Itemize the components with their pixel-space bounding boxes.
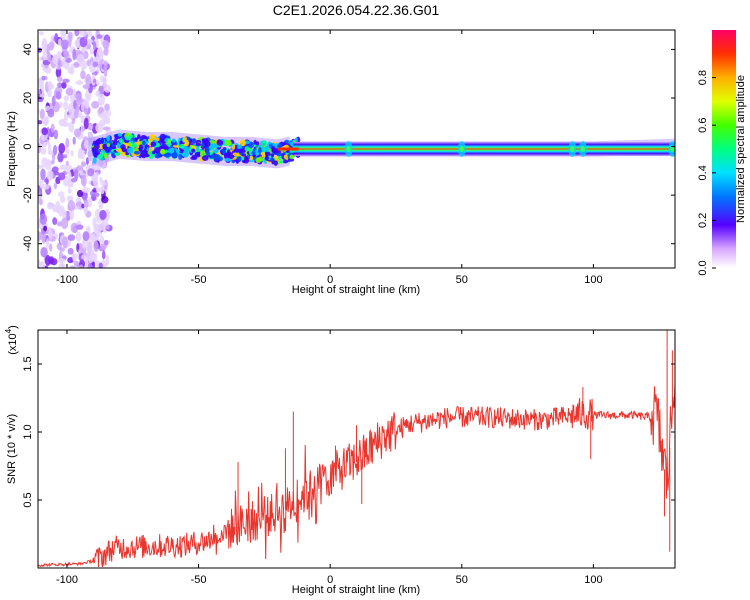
snr-x-ticks: -100 -50 0 50 100: [56, 330, 603, 586]
spectrogram-x-tick-label: 100: [584, 274, 602, 286]
snr-series-line: [38, 383, 675, 568]
spectrogram-heatmap: [38, 30, 675, 268]
spectrogram-x-tick-label: -50: [191, 274, 207, 286]
snr-y-tick-label: 1.5: [22, 356, 34, 371]
spectrogram-frame: [37, 29, 676, 269]
snr-y-tick-label: 0.5: [22, 492, 34, 507]
snr-x-tick-label: 100: [584, 574, 602, 586]
colorbar-ticks: 0.0 0.2 0.4 0.6 0.8: [697, 70, 716, 276]
spectrogram-y-label: Frequency (Hz): [6, 111, 18, 187]
snr-x-label: Height of straight line (km): [292, 584, 420, 596]
spectrogram-band-bulge-core: [580, 146, 585, 152]
spectrogram-x-label: Height of straight line (km): [292, 284, 420, 296]
spectrogram-panel: -100 -50 0 50 100 -40 -20 0 20 40 Height of stra…: [6, 29, 676, 296]
colorbar-tick-label: 0.0: [697, 260, 709, 275]
spectrogram-band-bulge-core: [670, 146, 675, 152]
colorbar-gradient: [712, 30, 736, 268]
spectrogram-x-tick-label: 0: [327, 274, 333, 286]
spectrogram-y-tick-label: -20: [22, 187, 34, 203]
page-title: C2E1.2026.054.22.36.G01: [273, 2, 440, 18]
spectrogram-band-bulge-core: [346, 146, 351, 152]
colorbar-tick-label: 0.2: [697, 213, 709, 228]
spectrogram-x-tick-label: -100: [56, 274, 78, 286]
spectrogram-y-tick-label: -40: [22, 236, 34, 252]
snr-y-tick-label: 1.0: [22, 424, 34, 439]
colorbar-tick-label: 0.8: [697, 70, 709, 85]
spectrogram-band-peak: [277, 147, 299, 151]
colorbar-label: Normalized spectral amplitude: [735, 75, 747, 223]
colorbar-tick-label: 0.6: [697, 118, 709, 133]
spectrogram-y-tick-label: 20: [22, 92, 34, 104]
snr-y-label: SNR (10 * v/v): [6, 414, 18, 484]
spectrogram-y-tick-label: 40: [22, 43, 34, 55]
colorbar-tick-label: 0.4: [697, 165, 709, 180]
snr-scale-note: (x104): [4, 325, 19, 355]
snr-x-tick-label: 0: [327, 574, 333, 586]
snr-x-tick-label: -50: [191, 574, 207, 586]
colorbar: 0.0 0.2 0.4 0.6 0.8 Normalized spectral ampl…: [697, 30, 747, 276]
spectrogram-y-ticks: -40 -20 0 20 40: [22, 43, 675, 252]
snr-x-tick-label: 50: [456, 574, 468, 586]
snr-frame: [37, 329, 676, 569]
spectrogram-x-tick-label: 50: [456, 274, 468, 286]
snr-x-tick-label: -100: [56, 574, 78, 586]
spectrogram-x-ticks: -100 -50 0 50 100: [56, 30, 603, 286]
spectrogram-y-tick-label: 0: [22, 144, 34, 150]
snr-spikes: [237, 330, 673, 552]
snr-y-ticks: 0.5 1.0 1.5: [22, 356, 675, 508]
spectrogram-band-bulge-core: [459, 146, 464, 152]
spectrogram-band-bulge-core: [570, 146, 575, 152]
snr-panel: -100 -50 0 50 100 0.5 1.0 1.5 Height of straig…: [4, 325, 676, 596]
